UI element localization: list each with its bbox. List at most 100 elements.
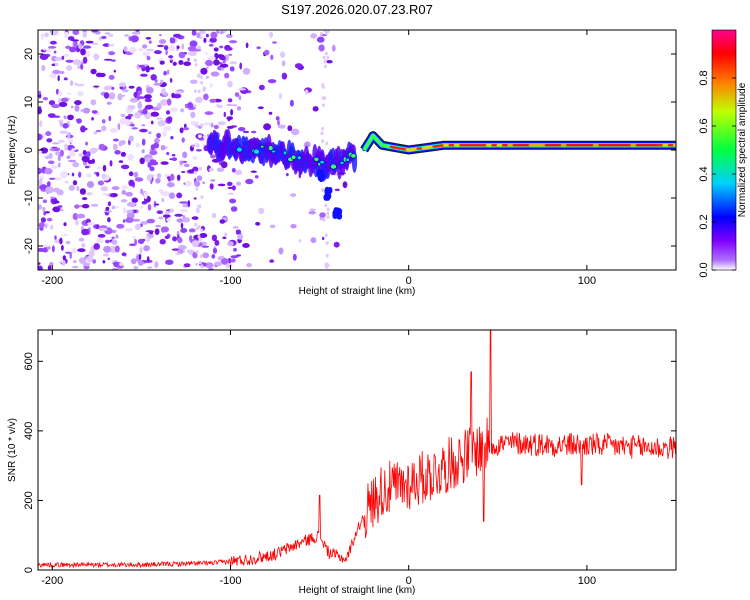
spectrogram-cell <box>111 236 115 239</box>
spectrogram-cell <box>161 197 164 203</box>
spectrogram-cell <box>326 207 330 212</box>
colorbar-tick-label: 0.4 <box>698 166 710 181</box>
spectrogram-cell <box>168 44 176 52</box>
spectrogram-cell <box>173 33 182 38</box>
spectrogram-cell <box>127 105 136 110</box>
spectrogram-cell <box>146 86 154 94</box>
spectrogram-cell <box>80 63 84 70</box>
spectrogram-cell <box>160 145 166 151</box>
spectrogram-cell <box>105 239 110 244</box>
spectrogram-cell <box>118 82 127 88</box>
spectrogram-cell <box>324 190 330 197</box>
spectrogram-cell <box>269 31 274 38</box>
spectrogram-cell <box>57 205 63 208</box>
spectrogram-cell <box>47 113 56 118</box>
spectrogram-cell <box>46 181 51 187</box>
spectrogram-cell <box>190 120 200 126</box>
spectrogram-cell <box>290 128 300 136</box>
spectrogram-cell <box>294 63 303 69</box>
spectrogram-cell <box>275 116 280 121</box>
spectrogram-cell <box>108 51 116 56</box>
spectrogram-cell <box>322 55 326 60</box>
spectrogram-cell <box>172 61 177 66</box>
spectrogram-cell <box>52 142 60 145</box>
spectrogram-cell <box>334 188 340 191</box>
spectrogram-cell <box>120 199 128 203</box>
spectrogram-cell <box>48 177 56 180</box>
spectrogram-cell <box>157 44 165 48</box>
spectrogram-cell <box>108 33 114 38</box>
spectrogram-cell <box>201 245 210 248</box>
spectrogram-cell <box>129 97 139 103</box>
spectrogram-cell <box>188 183 192 186</box>
spectrogram-cell <box>38 262 41 265</box>
spectrogram-cell <box>333 207 339 215</box>
spectrogram-cell <box>93 131 98 135</box>
spectrogram-cell <box>97 234 106 238</box>
spectrogram-cell <box>309 208 317 211</box>
spectrogram-cell <box>176 45 180 49</box>
spectrogram-cell <box>216 54 225 59</box>
spectrogram-cell <box>166 176 171 180</box>
spectrogram-cell <box>80 109 85 113</box>
spectrogram-cell <box>223 111 226 118</box>
spectrogram-cell <box>179 201 187 204</box>
spectrogram-cell <box>93 85 100 88</box>
spectrogram-cell <box>52 206 61 213</box>
spectrogram-cell <box>100 186 108 192</box>
spectrogram-cell <box>138 48 144 52</box>
spectrogram-cell <box>145 37 152 40</box>
spectrogram-cell <box>159 238 166 245</box>
spectrogram-cell <box>286 173 289 177</box>
spectrogram-cell <box>134 239 138 246</box>
spectrogram-cell <box>224 232 228 237</box>
spectrogram-cell <box>88 250 95 258</box>
spectrogram-cell <box>324 203 328 208</box>
spectrogram-cell <box>108 74 115 80</box>
spectrogram-cell <box>227 98 233 103</box>
spectrogram-cell <box>125 217 134 223</box>
spectrogram-cell <box>50 224 54 230</box>
carrier-hot-segment <box>400 147 407 151</box>
y-tick-label: -20 <box>23 238 35 254</box>
spectrogram-cell <box>183 163 190 168</box>
spectrogram-cell <box>97 166 101 170</box>
spectrogram-cell <box>313 156 320 162</box>
spectrogram-cell <box>127 154 134 161</box>
spectrogram-cell <box>292 253 297 261</box>
spectrogram-cell <box>226 103 233 107</box>
y-tick-label: -10 <box>23 190 35 206</box>
spectrogram-cell <box>195 262 199 267</box>
spectrogram-cell <box>101 125 107 132</box>
spectrogram-cell <box>193 58 197 62</box>
spectrogram-cell <box>117 93 123 101</box>
spectrogram-cell <box>51 63 55 66</box>
spectrogram-cell <box>310 33 317 39</box>
spectrogram-cell <box>128 171 134 177</box>
spectrogram-cell <box>156 102 162 109</box>
spectrogram-cell <box>193 197 197 200</box>
spectrogram-cell <box>70 80 74 87</box>
spectrogram-cell <box>82 262 91 267</box>
spectrogram-cell <box>53 177 62 181</box>
spectrogram-cell <box>78 257 87 264</box>
spectrogram-cell <box>159 34 162 37</box>
spectrogram-cell <box>148 131 152 135</box>
spectrogram-cell <box>82 56 88 64</box>
spectrogram-cell <box>58 260 66 264</box>
spectrogram-cell <box>267 145 274 152</box>
spectrogram-cell <box>60 171 69 179</box>
spectrogram-cell <box>290 224 297 229</box>
spectrogram-cell <box>203 122 212 126</box>
spectrogram-cell <box>192 156 198 160</box>
spectrogram-cell <box>128 85 135 89</box>
spectrogram-cell <box>191 30 197 36</box>
spectrogram-cell <box>175 252 181 256</box>
spectrogram-cell <box>44 32 50 38</box>
spectrogram-cell <box>82 149 87 156</box>
snr-ticks: -200 -100 0 100 0 200 400 600 <box>23 330 676 587</box>
spectrogram-cell <box>107 257 111 261</box>
spectrogram-cell <box>85 165 90 169</box>
colorbar-gradient <box>711 29 737 271</box>
spectrogram-cell <box>154 228 160 235</box>
